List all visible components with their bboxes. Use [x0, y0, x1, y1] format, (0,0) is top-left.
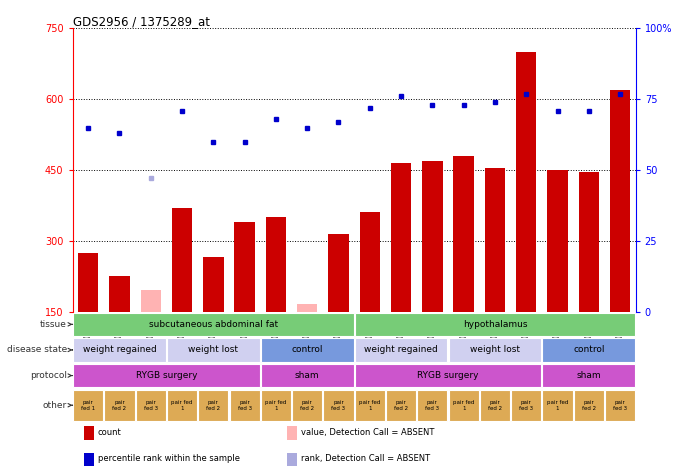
- Bar: [542, 364, 635, 387]
- Text: pair
fed 2: pair fed 2: [582, 400, 596, 410]
- Bar: [84, 453, 94, 466]
- Bar: [261, 390, 291, 421]
- Bar: [229, 390, 260, 421]
- Bar: [73, 338, 166, 362]
- Bar: [167, 390, 197, 421]
- Text: pair
fed 1: pair fed 1: [81, 400, 95, 410]
- Bar: [172, 208, 192, 311]
- Bar: [297, 304, 317, 311]
- Text: other: other: [43, 401, 67, 410]
- Text: subcutaneous abdominal fat: subcutaneous abdominal fat: [149, 320, 278, 329]
- Bar: [323, 390, 354, 421]
- Text: weight lost: weight lost: [189, 346, 238, 355]
- Text: GDS2956 / 1375289_at: GDS2956 / 1375289_at: [73, 16, 209, 28]
- Text: value, Detection Call = ABSENT: value, Detection Call = ABSENT: [301, 428, 434, 437]
- Bar: [328, 234, 349, 311]
- Bar: [542, 338, 635, 362]
- Text: pair fed
1: pair fed 1: [265, 400, 287, 410]
- Bar: [261, 338, 354, 362]
- Bar: [167, 338, 260, 362]
- Text: RYGB surgery: RYGB surgery: [417, 371, 479, 380]
- Bar: [109, 276, 130, 311]
- Bar: [386, 390, 416, 421]
- Bar: [287, 453, 296, 466]
- Bar: [359, 212, 380, 311]
- Bar: [104, 390, 135, 421]
- Bar: [135, 390, 166, 421]
- Bar: [354, 364, 541, 387]
- Text: percentile rank within the sample: percentile rank within the sample: [98, 455, 240, 464]
- Bar: [354, 390, 385, 421]
- Bar: [354, 312, 635, 336]
- Bar: [417, 390, 447, 421]
- Text: hypothalamus: hypothalamus: [463, 320, 527, 329]
- Bar: [542, 390, 573, 421]
- Text: count: count: [98, 428, 122, 437]
- Bar: [480, 390, 510, 421]
- Text: pair fed
1: pair fed 1: [453, 400, 474, 410]
- Bar: [485, 168, 505, 311]
- Text: pair
fed 3: pair fed 3: [613, 400, 627, 410]
- Bar: [453, 156, 474, 311]
- Text: pair
fed 2: pair fed 2: [394, 400, 408, 410]
- Bar: [511, 390, 541, 421]
- Text: weight lost: weight lost: [470, 346, 520, 355]
- Bar: [574, 390, 604, 421]
- Text: pair fed
1: pair fed 1: [359, 400, 381, 410]
- Text: tissue: tissue: [40, 320, 67, 329]
- Bar: [84, 426, 94, 439]
- Bar: [605, 390, 635, 421]
- Bar: [391, 163, 411, 311]
- Text: pair
fed 3: pair fed 3: [332, 400, 346, 410]
- Bar: [448, 338, 541, 362]
- Bar: [73, 390, 103, 421]
- Bar: [547, 170, 568, 311]
- Text: pair
fed 2: pair fed 2: [113, 400, 126, 410]
- Text: control: control: [573, 346, 605, 355]
- Text: pair
fed 3: pair fed 3: [144, 400, 158, 410]
- Bar: [287, 426, 296, 439]
- Text: sham: sham: [295, 371, 319, 380]
- Bar: [78, 253, 98, 311]
- Text: protocol: protocol: [30, 371, 67, 380]
- Bar: [266, 217, 286, 311]
- Text: sham: sham: [576, 371, 601, 380]
- Bar: [261, 364, 354, 387]
- Bar: [610, 90, 630, 311]
- Bar: [422, 161, 442, 311]
- Text: pair
fed 3: pair fed 3: [519, 400, 533, 410]
- Text: pair
fed 3: pair fed 3: [238, 400, 252, 410]
- Bar: [354, 338, 447, 362]
- Bar: [516, 52, 536, 311]
- Text: pair fed
1: pair fed 1: [547, 400, 568, 410]
- Text: disease state: disease state: [7, 346, 67, 355]
- Bar: [203, 257, 223, 311]
- Bar: [73, 312, 354, 336]
- Text: weight regained: weight regained: [83, 346, 156, 355]
- Text: RYGB surgery: RYGB surgery: [135, 371, 197, 380]
- Bar: [198, 390, 228, 421]
- Bar: [578, 173, 599, 311]
- Text: pair fed
1: pair fed 1: [171, 400, 193, 410]
- Text: control: control: [292, 346, 323, 355]
- Bar: [292, 390, 322, 421]
- Bar: [448, 390, 479, 421]
- Text: pair
fed 3: pair fed 3: [425, 400, 439, 410]
- Text: pair
fed 2: pair fed 2: [488, 400, 502, 410]
- Text: pair
fed 2: pair fed 2: [207, 400, 220, 410]
- Bar: [73, 364, 260, 387]
- Text: pair
fed 2: pair fed 2: [300, 400, 314, 410]
- Bar: [234, 222, 255, 311]
- Bar: [140, 290, 161, 311]
- Text: rank, Detection Call = ABSENT: rank, Detection Call = ABSENT: [301, 455, 430, 464]
- Text: weight regained: weight regained: [364, 346, 438, 355]
